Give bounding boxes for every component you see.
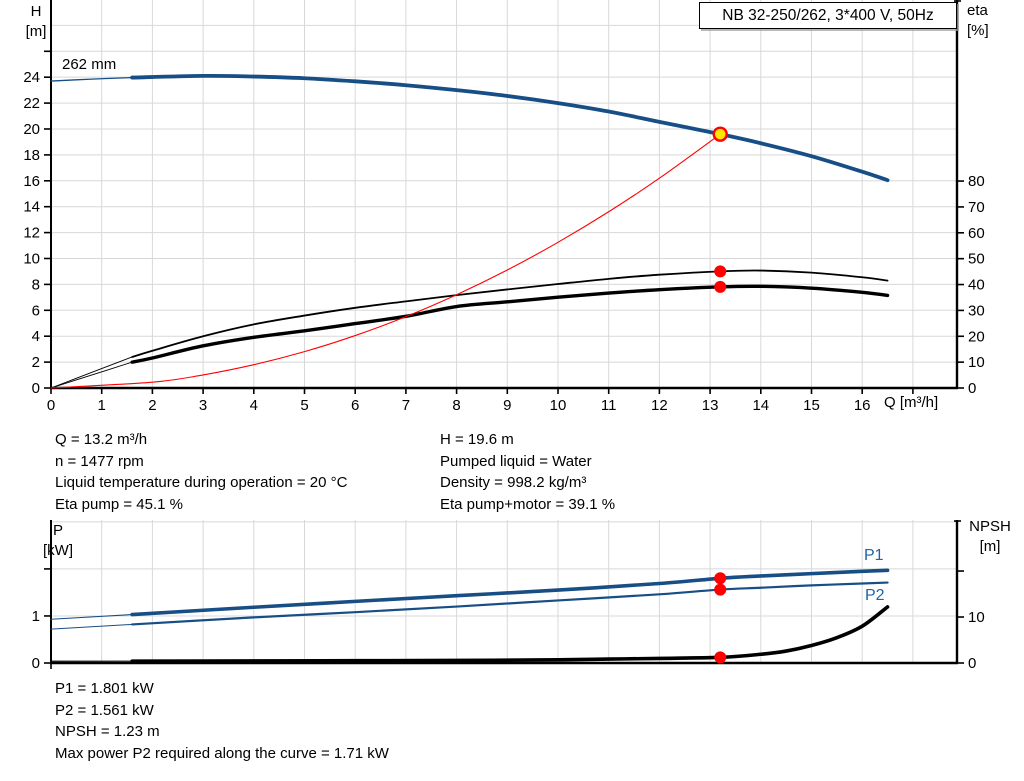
h-axis-title-line1: H xyxy=(30,3,42,20)
y-right-tick-label: 70 xyxy=(968,199,985,216)
info-eta-pump-motor: Eta pump+motor = 39.1 % xyxy=(440,496,616,514)
eta-axis-title-line2: [%] xyxy=(967,22,989,39)
y-right-tick-label: 20 xyxy=(968,328,985,345)
info-max-power: Max power P2 required along the curve = … xyxy=(55,745,389,763)
info-eta-pump: Eta pump = 45.1 % xyxy=(55,496,183,514)
p1-curve-lead xyxy=(50,613,133,620)
y-right-tick-label: 80 xyxy=(968,173,985,190)
p1-point xyxy=(714,572,727,585)
x-tick-label: 12 xyxy=(651,397,668,414)
npsh-point xyxy=(714,651,727,664)
y-left-tick-label: 12 xyxy=(23,225,40,242)
duty-point-marker xyxy=(712,126,728,142)
y-left-tick-label: 4 xyxy=(32,328,40,345)
p1-curve-label: P1 xyxy=(864,547,884,564)
q-axis-title: Q [m³/h] xyxy=(884,394,939,411)
y-left-tick-label: 0 xyxy=(32,380,40,397)
y-right-tick-label: 50 xyxy=(968,251,985,268)
npsh-curve xyxy=(130,605,890,663)
info-top-left: Q = 13.2 m³/h n = 1477 rpm Liquid temper… xyxy=(55,429,347,516)
x-tick-label: 16 xyxy=(854,397,871,414)
y-left-tick-label: 20 xyxy=(23,121,40,138)
info-npsh: NPSH = 1.23 m xyxy=(55,723,160,741)
y-left-tick-label: 10 xyxy=(23,250,40,267)
p-axis-title: P [kW] xyxy=(30,521,86,561)
eta-pump-motor-curve xyxy=(130,284,890,364)
x-tick-label: 10 xyxy=(550,397,567,414)
y-left-tick-label: 18 xyxy=(23,147,40,164)
p-axis-title-line1: P xyxy=(52,522,63,539)
y-left-tick-label: 16 xyxy=(23,173,40,190)
info-liquid-temperature: Liquid temperature during operation = 20… xyxy=(55,474,348,492)
y-left-tick-label: 0 xyxy=(32,655,40,672)
eta-pump-curve xyxy=(131,269,889,358)
eta-axis-title-line1: eta xyxy=(967,2,988,19)
y-left-tick-label: 24 xyxy=(23,69,40,86)
eta-pump-curve-lead xyxy=(50,356,133,389)
p-axis-title-line2: [kW] xyxy=(43,542,73,559)
info-pumped-liquid: Pumped liquid = Water xyxy=(440,452,592,470)
p2-point xyxy=(714,583,727,596)
info-bottom: P1 = 1.801 kW P2 = 1.561 kW NPSH = 1.23 … xyxy=(55,678,389,765)
p2-curve-label: P2 xyxy=(865,587,885,604)
y-left-tick-label: 22 xyxy=(23,95,40,112)
info-p1: P1 = 1.801 kW xyxy=(55,680,154,697)
npsh-axis-title-line2: [m] xyxy=(979,538,1001,555)
eta-pump-motor-curve-lead xyxy=(50,361,133,389)
info-speed: n = 1477 rpm xyxy=(55,452,144,470)
y-right-tick-label: 0 xyxy=(968,655,976,672)
x-tick-label: 3 xyxy=(199,397,207,414)
y-right-tick-label: 10 xyxy=(968,609,985,626)
x-tick-label: 15 xyxy=(803,397,820,414)
x-tick-label: 14 xyxy=(752,397,769,414)
x-tick-label: 4 xyxy=(250,397,258,414)
info-density: Density = 998.2 kg/m³ xyxy=(440,474,587,492)
y-right-tick-label: 10 xyxy=(968,354,985,371)
x-tick-label: 5 xyxy=(300,397,308,414)
eta-pump-motor-point xyxy=(714,280,727,293)
y-left-tick-label: 8 xyxy=(32,276,40,293)
h-axis-title: H [m] xyxy=(14,2,58,42)
x-tick-label: 13 xyxy=(702,397,719,414)
y-right-tick-label: 40 xyxy=(968,277,985,294)
impeller-size-label: 262 mm xyxy=(62,56,116,73)
x-tick-label: 8 xyxy=(452,397,460,414)
head-curve-262mm xyxy=(130,73,890,183)
npsh-axis-title-line1: NPSH xyxy=(969,518,1011,535)
h-axis-title-line2: [m] xyxy=(25,23,47,40)
p2-curve xyxy=(131,581,889,626)
eta-pump-point xyxy=(714,265,727,278)
p2-curve-lead xyxy=(50,623,133,630)
x-tick-label: 9 xyxy=(503,397,511,414)
pump-model-box: NB 32-250/262, 3*400 V, 50Hz xyxy=(699,2,957,29)
system-curve xyxy=(50,133,721,389)
y-left-tick-label: 6 xyxy=(32,302,40,319)
x-tick-label: 1 xyxy=(98,397,106,414)
y-right-tick-label: 30 xyxy=(968,302,985,319)
head-curve-262mm-lead xyxy=(50,76,133,82)
y-right-tick-label: 60 xyxy=(968,225,985,242)
x-tick-label: 2 xyxy=(148,397,156,414)
p1-curve xyxy=(130,568,890,617)
x-tick-label: 6 xyxy=(351,397,359,414)
y-left-tick-label: 2 xyxy=(32,354,40,371)
y-left-tick-label: 14 xyxy=(23,199,40,216)
y-left-tick-label: 1 xyxy=(32,608,40,625)
info-flow: Q = 13.2 m³/h xyxy=(55,431,148,448)
npsh-axis-title: NPSH [m] xyxy=(962,517,1018,557)
x-tick-label: 0 xyxy=(47,397,55,414)
x-tick-label: 11 xyxy=(601,397,617,414)
y-right-tick-label: 0 xyxy=(968,380,976,397)
x-tick-label: 7 xyxy=(402,397,410,414)
info-p2: P2 = 1.561 kW xyxy=(55,701,154,719)
info-head: H = 19.6 m xyxy=(440,431,514,448)
eta-axis-title: eta [%] xyxy=(967,1,989,41)
info-top-right: H = 19.6 m Pumped liquid = Water Density… xyxy=(440,429,615,516)
